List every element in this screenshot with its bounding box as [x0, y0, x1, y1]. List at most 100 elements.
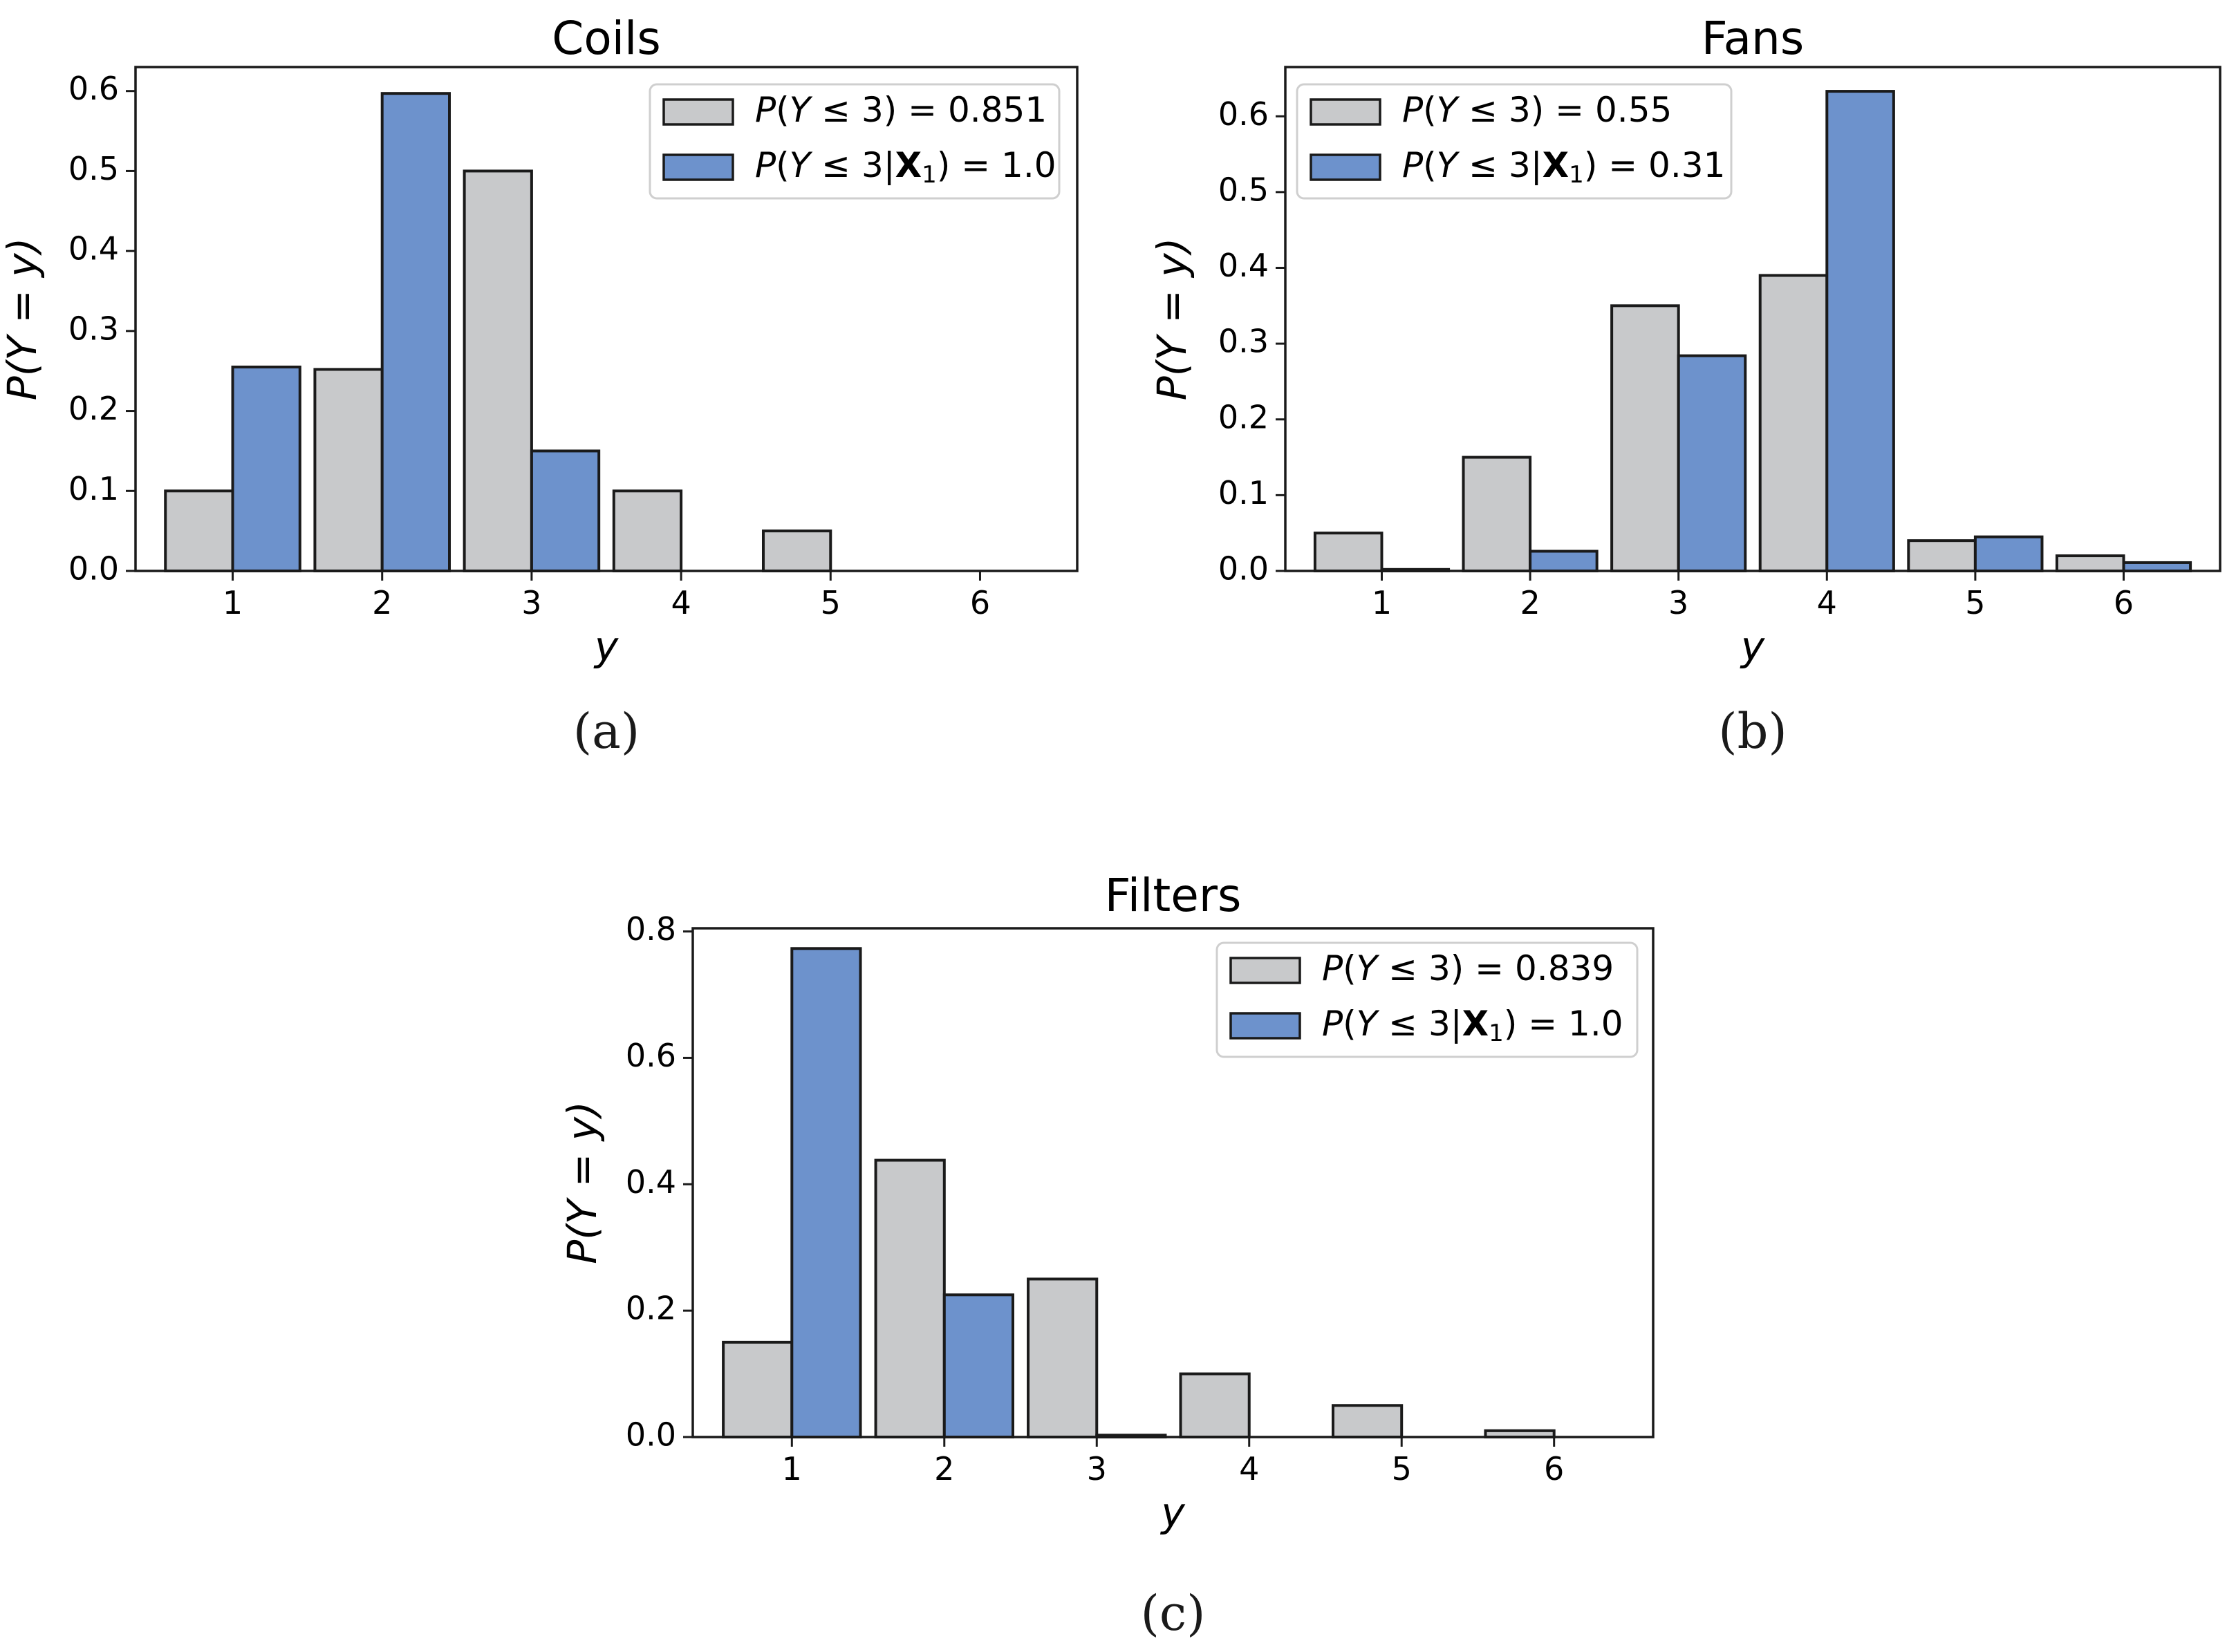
x-tick-label: 5 — [821, 584, 841, 621]
x-tick-label: 1 — [223, 584, 243, 621]
y-tick-label: 0.0 — [1218, 550, 1269, 588]
x-tick-label: 2 — [372, 584, 392, 621]
chart-title: Fans — [1702, 12, 1805, 65]
prior-bar-3 — [1027, 1277, 1099, 1439]
x-tick-label: 4 — [1817, 584, 1837, 621]
posterior-bar-4 — [1825, 90, 1895, 572]
x-tick-label: 5 — [1965, 584, 1985, 621]
prior-bar-3 — [463, 169, 533, 572]
chart-panel-3: 1 2 3 4 5 6 0.0 0.2 0.4 0.6 0.8 Filters y P(Y = y) P(Y… — [559, 869, 1655, 1642]
legend: P(Y ≤ 3) = 0.839 P(Y ≤ 3|X1) = 1.0 — [1215, 941, 1639, 1058]
legend-swatch-prior — [662, 98, 734, 126]
x-tick-label: 6 — [2114, 584, 2134, 621]
y-tick-label: 0.1 — [1218, 474, 1269, 511]
legend-label-posterior: P(Y ≤ 3|X1) = 0.31 — [1402, 145, 1725, 189]
x-tick-label: 3 — [521, 584, 541, 621]
x-tick-label: 2 — [934, 1450, 954, 1487]
posterior-bar-3 — [1677, 354, 1747, 572]
x-tick-label: 1 — [782, 1450, 802, 1487]
y-tick-label: 0.4 — [626, 1163, 676, 1201]
y-tick-label: 0.4 — [68, 230, 119, 267]
legend-swatch-posterior — [1229, 1012, 1301, 1040]
x-axis-label: y — [1740, 623, 1765, 670]
prior-bar-1 — [722, 1340, 794, 1439]
posterior-bar-2 — [380, 92, 451, 572]
chart-panel-1: 1 2 3 4 5 6 0.0 0.1 0.2 0.3 0.4 0.5 0.6 Coils y P(Y = y… — [0, 12, 1079, 760]
y-axis-label: P(Y = y) — [559, 1101, 606, 1264]
panel-caption: (b) — [1718, 703, 1787, 760]
x-tick-label: 5 — [1392, 1450, 1412, 1487]
y-tick-label: 0.8 — [626, 910, 676, 948]
prior-bar-5 — [762, 529, 832, 573]
legend: P(Y ≤ 3) = 0.851 P(Y ≤ 3|X1) = 1.0 — [649, 83, 1061, 200]
prior-bar-4 — [612, 489, 683, 572]
panel-caption: (a) — [573, 703, 640, 760]
y-axis-label: P(Y = y) — [0, 238, 46, 400]
legend-label-posterior: P(Y ≤ 3|X1) = 1.0 — [1322, 1004, 1623, 1047]
panel-caption: (c) — [1141, 1585, 1206, 1642]
x-tick-label: 6 — [1544, 1450, 1564, 1487]
y-tick-label: 0.2 — [68, 390, 119, 427]
posterior-bar-1 — [790, 947, 862, 1439]
chart-title: Filters — [1105, 869, 1242, 922]
posterior-bar-6 — [2122, 561, 2192, 572]
legend-label-prior: P(Y ≤ 3) = 0.851 — [755, 90, 1047, 130]
prior-bar-2 — [313, 368, 384, 573]
x-axis-label: y — [593, 623, 619, 670]
legend-swatch-posterior — [1310, 153, 1381, 181]
y-tick-label: 0.5 — [68, 150, 119, 187]
legend-label-prior: P(Y ≤ 3) = 0.55 — [1402, 90, 1672, 130]
y-tick-label: 0.6 — [68, 70, 119, 107]
posterior-bar-5 — [1973, 535, 2044, 573]
y-tick-label: 0.6 — [1218, 95, 1269, 133]
chart-title: Coils — [552, 12, 661, 65]
y-tick-label: 0.0 — [68, 550, 119, 588]
prior-bar-1 — [164, 489, 234, 572]
y-axis-label: P(Y = y) — [1148, 238, 1195, 400]
x-tick-label: 4 — [671, 584, 691, 621]
posterior-bar-3 — [530, 449, 601, 573]
axes-frame — [134, 66, 1079, 572]
prior-bar-2 — [874, 1158, 946, 1438]
y-tick-label: 0.2 — [626, 1290, 676, 1327]
legend-box — [1215, 941, 1639, 1058]
legend: P(Y ≤ 3) = 0.55 P(Y ≤ 3|X1) = 0.31 — [1296, 83, 1733, 200]
prior-bar-4 — [1179, 1372, 1251, 1438]
x-tick-label: 2 — [1520, 584, 1540, 621]
x-axis-label: y — [1159, 1489, 1185, 1536]
posterior-bar-2 — [942, 1293, 1015, 1439]
posterior-bar-1 — [231, 365, 301, 573]
prior-bar-1 — [1313, 532, 1383, 573]
axes-frame — [691, 927, 1655, 1438]
legend-label-prior: P(Y ≤ 3) = 0.839 — [1322, 948, 1614, 988]
x-tick-label: 3 — [1087, 1450, 1107, 1487]
y-tick-label: 0.0 — [626, 1416, 676, 1454]
legend-label-posterior: P(Y ≤ 3|X1) = 1.0 — [755, 145, 1056, 189]
prior-bar-5 — [1332, 1404, 1404, 1439]
y-tick-label: 0.4 — [1218, 247, 1269, 284]
y-tick-label: 0.3 — [1218, 323, 1269, 360]
legend-swatch-prior — [1229, 957, 1301, 984]
x-tick-label: 1 — [1372, 584, 1392, 621]
legend-swatch-posterior — [662, 153, 734, 181]
legend-swatch-prior — [1310, 98, 1381, 126]
legend-box — [649, 83, 1061, 200]
y-tick-label: 0.1 — [68, 470, 119, 507]
prior-bar-2 — [1462, 456, 1532, 572]
prior-bar-4 — [1758, 274, 1829, 572]
posterior-bar-2 — [1529, 550, 1599, 572]
y-tick-label: 0.2 — [1218, 398, 1269, 435]
prior-bar-3 — [1610, 304, 1680, 572]
chart-panel-2: 1 2 3 4 5 6 0.0 0.1 0.2 0.3 0.4 0.5 0.6 Fans y P(Y = y)… — [1148, 12, 2221, 760]
legend-box — [1296, 83, 1733, 200]
y-tick-label: 0.6 — [626, 1037, 676, 1074]
y-tick-label: 0.5 — [1218, 171, 1269, 208]
x-tick-label: 4 — [1239, 1450, 1259, 1487]
prior-bar-6 — [2055, 554, 2125, 573]
axes-frame — [1284, 66, 2221, 572]
x-tick-label: 3 — [1668, 584, 1688, 621]
prior-bar-5 — [1907, 539, 1977, 573]
x-tick-label: 6 — [970, 584, 990, 621]
y-tick-label: 0.3 — [68, 310, 119, 347]
